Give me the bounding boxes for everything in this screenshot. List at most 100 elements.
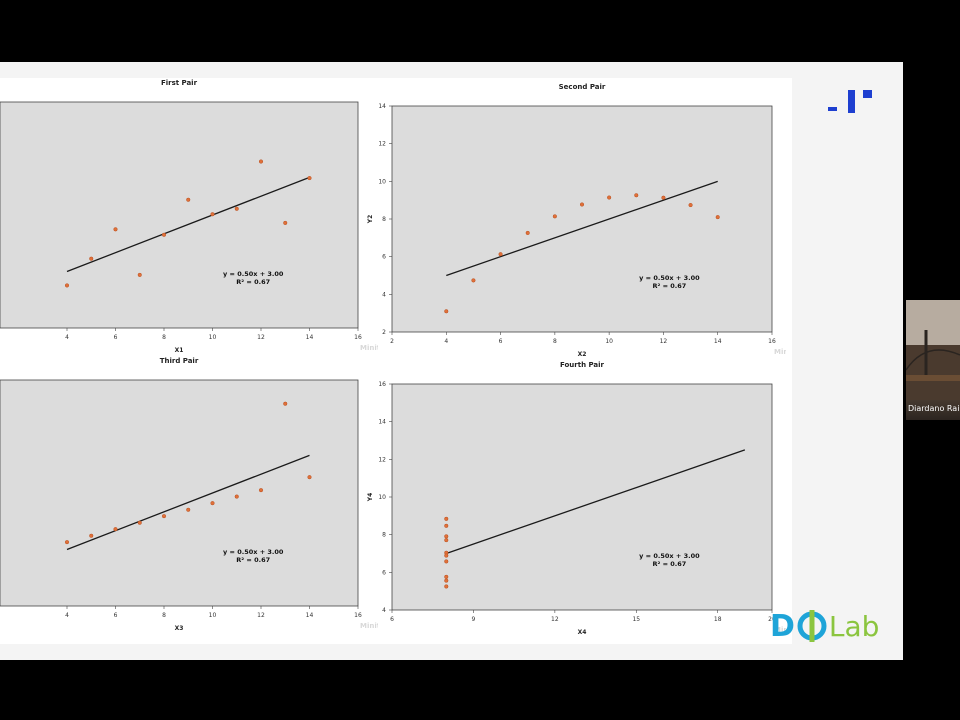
y-tick-label: 14 (378, 103, 386, 110)
minitab-watermark: Minitab (774, 626, 786, 634)
y-tick-label: 14 (378, 419, 386, 426)
x-tick-label: 2 (390, 338, 394, 345)
x-axis-label: X4 (578, 629, 587, 636)
data-point (552, 214, 557, 219)
y-tick-label: 6 (382, 254, 386, 261)
x-axis-label: X2 (578, 351, 587, 358)
r-squared: R² = 0.67 (236, 278, 270, 286)
r-squared: R² = 0.67 (236, 556, 270, 564)
plot-area (0, 101, 359, 329)
x-tick-label: 4 (65, 612, 69, 619)
plot-area (391, 105, 773, 333)
data-point (89, 533, 94, 538)
y-tick-label: 8 (382, 532, 386, 539)
x-tick-label: 10 (209, 612, 217, 619)
data-point (113, 227, 118, 232)
x-tick-label: 14 (306, 334, 314, 341)
chart-title: Second Pair (559, 83, 606, 91)
x-tick-label: 18 (714, 616, 722, 623)
x-axis-label: X1 (175, 347, 184, 354)
y-tick-label: 2 (382, 329, 386, 336)
bridge-scene-icon (906, 300, 960, 400)
x-tick-label: 8 (162, 612, 166, 619)
data-point (661, 195, 666, 200)
x-tick-label: 12 (551, 616, 559, 623)
data-point (444, 574, 449, 579)
plot-area (0, 379, 359, 607)
regression-line (66, 454, 310, 551)
data-point (161, 232, 167, 237)
logo-letter-d: D (770, 608, 795, 644)
data-point (688, 203, 693, 208)
data-point (498, 252, 503, 257)
data-point (444, 538, 449, 543)
x-tick-label: 10 (605, 338, 613, 345)
logo-text-lab: Lab (828, 609, 880, 643)
brand-mark-icon (828, 90, 872, 113)
data-point (444, 578, 449, 583)
x-tick-label: 14 (714, 338, 722, 345)
y-tick-label: 4 (382, 607, 386, 614)
data-point (234, 206, 239, 211)
regression-line (446, 449, 746, 555)
data-point (234, 494, 239, 499)
data-point (444, 516, 449, 521)
x-tick-label: 16 (768, 338, 776, 345)
chart-second-pair: Second Pair 2 4 6 8 10 12 14 16 2 4 6 8 10 12 14 X2 Y2 y =… (367, 83, 786, 358)
x-tick-label: 6 (499, 338, 503, 345)
data-point (715, 215, 720, 220)
participant-name: Diardano Rai (908, 404, 960, 413)
data-point (471, 278, 476, 283)
data-point (444, 584, 449, 589)
minitab-watermark: Minitab (774, 348, 786, 356)
y-tick-label: 12 (378, 456, 386, 463)
y-axis-label: Y4 (367, 493, 374, 503)
regression-line (446, 180, 718, 277)
dqlab-logo: D Lab (770, 606, 879, 646)
data-point (444, 553, 449, 558)
x-tick-label: 8 (162, 334, 166, 341)
data-point (210, 501, 215, 506)
chart-title: Third Pair (160, 357, 199, 365)
data-point (307, 475, 312, 480)
data-point (258, 488, 264, 493)
data-point (283, 220, 288, 225)
participant-video-tile[interactable]: Diardano Rai (906, 300, 960, 420)
data-point (113, 527, 118, 532)
y-tick-label: 4 (382, 291, 386, 298)
fit-equation: y = 0.50x + 3.00 (639, 274, 700, 282)
y-tick-label: 16 (378, 381, 386, 388)
logo-q-icon (797, 610, 827, 642)
data-point (89, 256, 94, 261)
x-tick-label: 20 (768, 616, 776, 623)
x-tick-label: 4 (444, 338, 448, 345)
fit-equation: y = 0.50x + 3.00 (223, 548, 284, 556)
chart-first-pair: First Pair 4 6 8 10 12 14 16 X1 y = 0.50x + 3.00R… (0, 79, 378, 354)
data-point (283, 401, 288, 406)
data-point (444, 534, 449, 539)
x-tick-label: 6 (390, 616, 394, 623)
data-point (186, 507, 191, 512)
data-point (444, 523, 449, 528)
x-tick-label: 15 (632, 616, 640, 623)
x-tick-label: 12 (660, 338, 668, 345)
data-point (137, 520, 142, 525)
data-point (307, 176, 312, 181)
x-tick-label: 12 (257, 612, 265, 619)
minitab-watermark: Minitab (360, 622, 378, 630)
data-point (210, 212, 215, 217)
data-point (64, 283, 70, 288)
y-tick-label: 10 (378, 494, 386, 501)
data-point (444, 559, 449, 564)
r-squared: R² = 0.67 (652, 560, 686, 568)
x-tick-label: 6 (114, 612, 118, 619)
chart-title: Fourth Pair (560, 361, 605, 369)
x-tick-label: 16 (354, 334, 362, 341)
plot-area (391, 383, 773, 611)
data-point (258, 159, 264, 164)
x-tick-label: 4 (65, 334, 69, 341)
data-point (64, 540, 70, 545)
data-point (137, 272, 142, 277)
minitab-watermark: Minitab (360, 344, 378, 352)
